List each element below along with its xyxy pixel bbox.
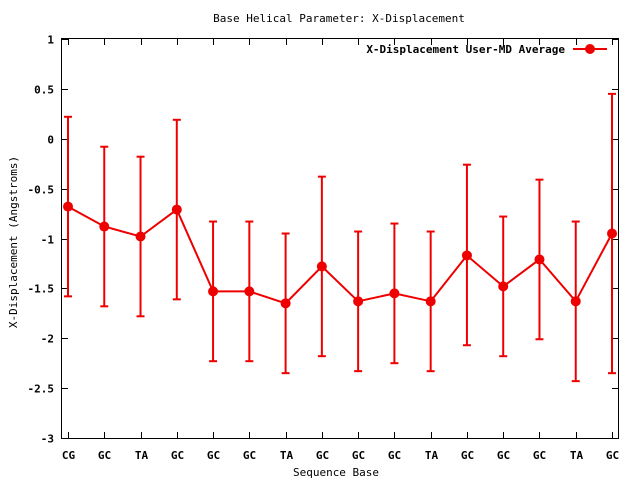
y-tick-label: 1 bbox=[47, 34, 54, 47]
y-tick-label: -3 bbox=[41, 433, 54, 446]
error-bars bbox=[64, 92, 616, 383]
y-tick-label: 0 bbox=[47, 134, 54, 147]
x-tick-label: CG bbox=[62, 449, 76, 462]
x-tick-label: GC bbox=[388, 449, 401, 462]
series-line bbox=[67, 205, 613, 305]
data-point bbox=[135, 231, 146, 242]
data-point bbox=[63, 201, 73, 212]
legend: X-Displacement User-MD Average bbox=[366, 43, 607, 56]
x-axis-label: Sequence Base bbox=[293, 466, 379, 479]
x-tick-label: GC bbox=[533, 449, 546, 462]
data-point bbox=[99, 221, 110, 232]
x-tick-label: TA bbox=[425, 449, 439, 462]
x-tick-label: GC bbox=[352, 449, 365, 462]
x-tick-label: TA bbox=[280, 449, 294, 462]
y-tick-label: -2 bbox=[41, 333, 54, 346]
legend-marker-sample bbox=[585, 44, 595, 54]
data-point bbox=[607, 228, 617, 239]
data-point bbox=[389, 288, 400, 299]
y-tick-label: -0.5 bbox=[28, 184, 55, 197]
data-point bbox=[208, 286, 219, 297]
x-tick-label: GC bbox=[461, 449, 474, 462]
data-point bbox=[570, 296, 581, 307]
data-point bbox=[425, 296, 436, 307]
data-point bbox=[353, 296, 364, 307]
x-tick-label: GC bbox=[243, 449, 256, 462]
x-tick-label: GC bbox=[606, 449, 619, 462]
x-tick-label: TA bbox=[135, 449, 149, 462]
x-tick-label: GC bbox=[171, 449, 184, 462]
x-tick-label: GC bbox=[207, 449, 220, 462]
series-line-group bbox=[63, 201, 617, 309]
data-point bbox=[316, 261, 327, 272]
y-tick-label: 0.5 bbox=[34, 84, 54, 97]
x-axis: CG GC TA GC GC GC TA GC GC GC TA GC GC GC TA GC bbox=[62, 39, 619, 462]
data-point bbox=[280, 298, 291, 309]
chart-title: Base Helical Parameter: X-Displacement bbox=[213, 12, 465, 25]
y-axis-label: X-Displacement (Angstroms) bbox=[7, 156, 20, 328]
legend-label: X-Displacement User-MD Average bbox=[366, 43, 565, 56]
y-axis: -3 -2.5 -2 -1.5 -1 -0.5 0 0.5 1 bbox=[28, 34, 618, 446]
plot-frame bbox=[61, 38, 619, 439]
x-tick-label: TA bbox=[570, 449, 584, 462]
y-tick-label: -1 bbox=[41, 234, 55, 247]
y-tick-label: -1.5 bbox=[28, 283, 55, 296]
x-tick-label: GC bbox=[497, 449, 510, 462]
data-point bbox=[171, 204, 182, 215]
y-tick-label: -2.5 bbox=[28, 383, 55, 396]
data-point bbox=[534, 254, 545, 265]
data-point bbox=[498, 281, 509, 292]
x-tick-label: GC bbox=[316, 449, 329, 462]
data-point bbox=[244, 286, 255, 297]
data-point bbox=[461, 250, 472, 261]
x-tick-label: GC bbox=[98, 449, 111, 462]
